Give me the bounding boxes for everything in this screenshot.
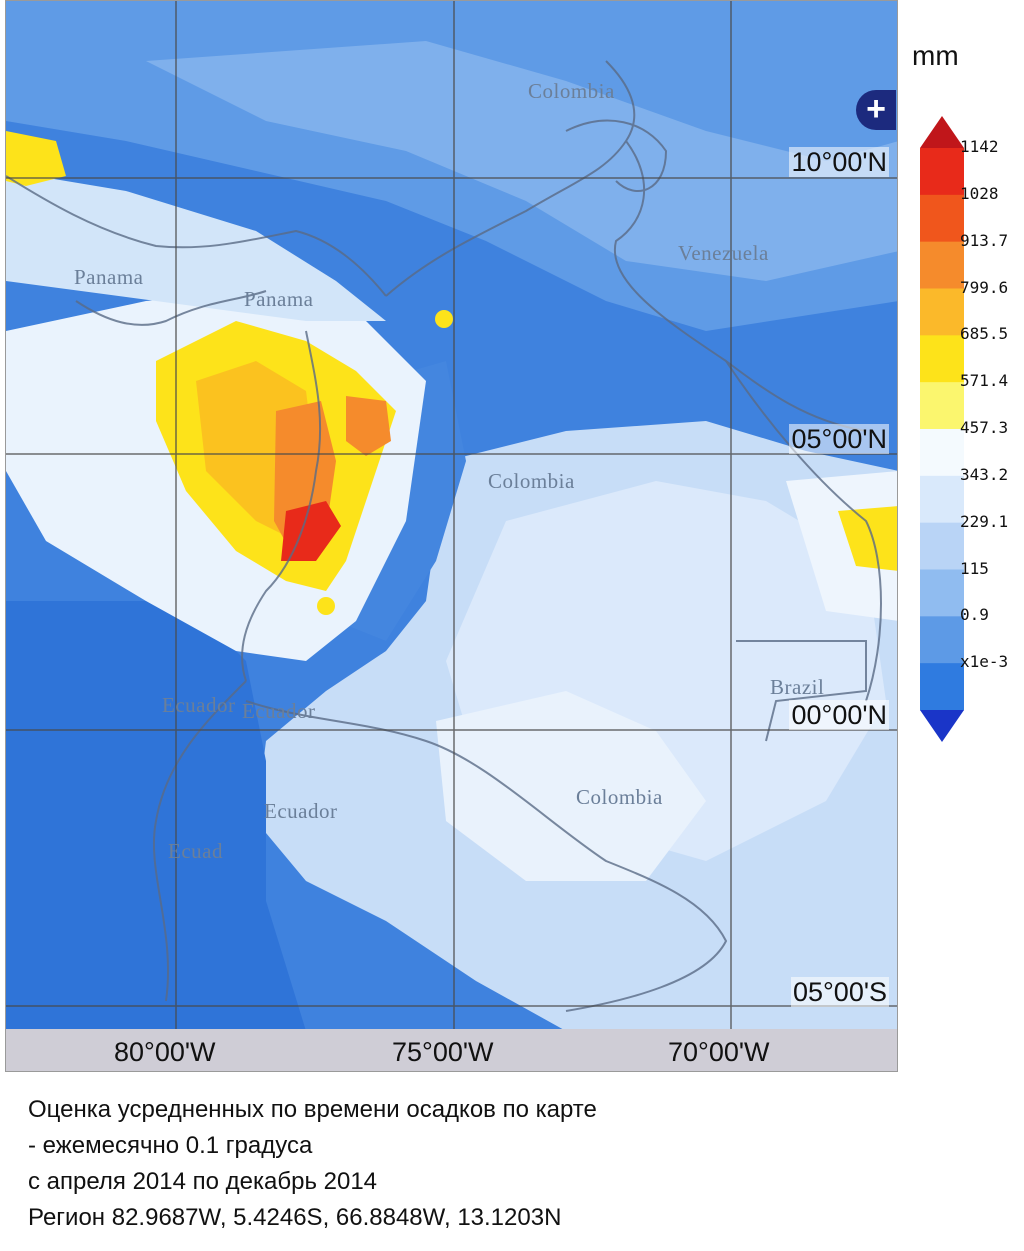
legend-band (920, 663, 964, 711)
legend-tick-label: x1e-3 (960, 652, 1009, 672)
legend-band (920, 194, 964, 243)
country-label-colombia-north: Colombia (528, 79, 615, 103)
country-label-ecuador-west: Ecuador (162, 693, 236, 717)
lat-label-5n: 05°00'N (789, 424, 889, 454)
lat-label-5s: 05°00'S (790, 977, 889, 1007)
graticule (6, 1, 897, 1031)
legend-band (920, 335, 964, 383)
caption-line-3: с апреля 2014 по декабрь 2014 (28, 1168, 378, 1195)
legend-tick-label: 799.6 (960, 277, 1009, 297)
legend-tick-label: 0.9 (960, 605, 989, 625)
legend-band (920, 241, 964, 289)
country-label-panama-west: Panama (74, 265, 144, 289)
legend-band (920, 148, 964, 196)
legend-band (920, 569, 964, 617)
country-label-ecuad: Ecuad (168, 839, 223, 863)
legend-over-triangle (920, 116, 964, 148)
legend-tick-label: 571.4 (960, 371, 1009, 391)
lon-label-80w: 80°00'W (114, 1037, 216, 1067)
legend-band (920, 429, 964, 477)
map-canvas (6, 1, 897, 1071)
precip-zone-light-1 (436, 691, 706, 881)
caption-line-1: Оценка усредненных по времени осадков по… (28, 1096, 597, 1123)
legend-band (920, 522, 964, 570)
precip-hotspot-east (838, 506, 897, 571)
longitude-axis-bar: 80°00'W 75°00'W 70°00'W (6, 1029, 897, 1071)
legend-band (920, 616, 964, 664)
precip-hotspot-orange-2 (346, 396, 391, 456)
lat-label-10n: 10°00'N (789, 147, 889, 177)
caption: Оценка усредненных по времени осадков по… (28, 1092, 1008, 1236)
precip-spot (317, 597, 335, 615)
legend-tick-label: 685.5 (960, 324, 1009, 344)
legend-under-triangle (920, 710, 964, 742)
zoom-in-button[interactable]: + (856, 90, 896, 130)
country-label-panama-east: Panama (244, 287, 314, 311)
legend-unit: mm (912, 40, 959, 71)
precip-hotspot-nw (6, 131, 66, 186)
precip-spot-2 (435, 310, 453, 328)
legend-tick-label: 343.2 (960, 464, 1009, 484)
precipitation-map[interactable]: Colombia Venezuela Panama Panama Colombi… (5, 0, 898, 1072)
legend-tick-label: 229.1 (960, 511, 1009, 531)
country-label-colombia-center: Colombia (488, 469, 575, 493)
legend-band (920, 475, 964, 524)
country-label-brazil: Brazil (770, 675, 825, 699)
color-legend (920, 116, 964, 742)
legend-tick-label: 115 (960, 558, 989, 578)
country-label-ecuador-south: Ecuador (264, 799, 338, 823)
legend-tick-label: 457.3 (960, 418, 1009, 437)
caption-line-4: Регион 82.9687W, 5.4246S, 66.8848W, 13.1… (28, 1204, 562, 1231)
legend-tick-label: 1142 (960, 137, 999, 156)
country-label-colombia-south: Colombia (576, 785, 663, 809)
caption-line-2: - ежемесячно 0.1 градуса (28, 1132, 313, 1159)
country-label-venezuela: Venezuela (678, 241, 769, 265)
legend-band (920, 288, 964, 336)
lon-label-70w: 70°00'W (668, 1037, 770, 1067)
legend-tick-label: 913.7 (960, 230, 1009, 250)
legend-bands (920, 148, 964, 711)
legend-band (920, 382, 964, 430)
lon-label-75w: 75°00'W (392, 1037, 494, 1067)
lat-label-0: 00°00'N (789, 700, 889, 730)
legend-tick-label: 1028 (960, 183, 999, 203)
precip-zone-caribbean (146, 41, 897, 281)
country-label-ecuador-east: Ecuador (242, 699, 316, 723)
